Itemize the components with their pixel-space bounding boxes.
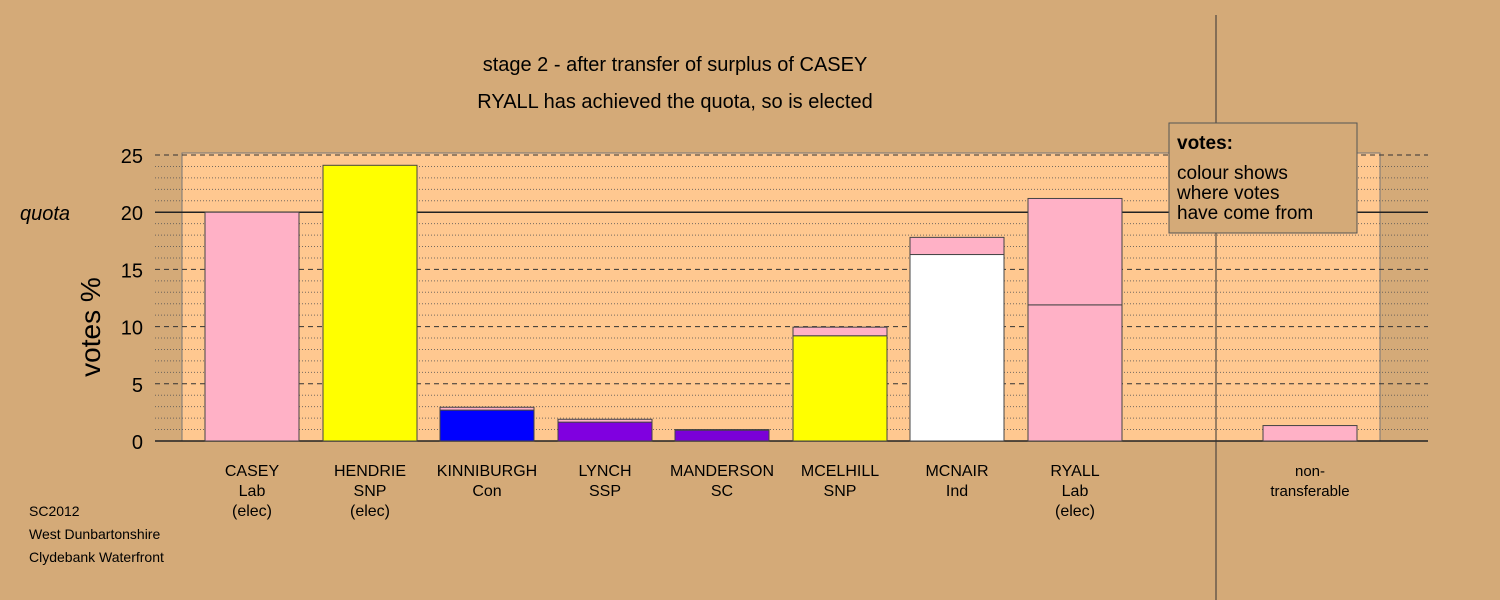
x-tick-label: (elec) [350,503,390,520]
y-tick-label: 15 [121,260,143,282]
bar-segment [674,429,770,431]
x-tick-label: non- [1295,463,1325,480]
legend-line-2: where votes [1176,183,1279,204]
x-tick-label: RYALL [1050,463,1099,480]
legend-box [1168,122,1358,234]
bar-segment [792,326,888,337]
bar-segment [909,236,1005,256]
x-tick-label: KINNIBURGH [437,463,537,480]
bar-segment [557,418,653,423]
x-tick-label: (elec) [1055,503,1095,520]
y-tick-label: 10 [121,318,143,340]
x-axis-labels: CASEY Lab (elec) HENDRIE SNP (elec) KINNIBURGH… [225,463,1350,520]
bar-segment [322,164,418,442]
legend-line-1: colour shows [1177,163,1288,184]
bar-segment [792,335,888,442]
legend: votes: colour shows where votes have com… [1168,122,1358,234]
x-tick-label: MCELHILL [801,463,879,480]
x-tick-label: LYNCH [578,463,631,480]
chart-subtitle: RYALL has achieved the quota, so is elec… [477,91,872,113]
x-tick-label: MANDERSON [670,463,774,480]
bar-segment [674,429,770,442]
bar-segment [204,211,300,442]
bar-segment [909,254,1005,442]
x-tick-label: SC [711,483,733,500]
chart-title: stage 2 - after transfer of surplus of C… [483,54,868,76]
y-axis-label: votes % [75,277,106,377]
bar-segment [1027,197,1123,306]
x-tick-label: Lab [239,483,266,500]
x-tick-label: (elec) [232,503,272,520]
x-tick-label: Con [472,483,501,500]
x-tick-label: SNP [824,483,857,500]
x-tick-label: HENDRIE [334,463,406,480]
x-tick-label: CASEY [225,463,280,480]
footer-council: West Dunbartonshire [29,526,161,542]
y-tick-label: 25 [121,146,143,168]
footer-year: SC2012 [29,503,80,519]
legend-line-3: have come from [1177,203,1313,224]
x-tick-label: Ind [946,483,968,500]
x-tick-label: Lab [1062,483,1089,500]
x-tick-label: transferable [1270,483,1349,500]
y-tick-label: 20 [121,203,143,225]
y-axis: 0 5 10 15 quota 20 25 [20,146,143,454]
x-tick-label: SNP [354,483,387,500]
x-tick-label: SSP [589,483,621,500]
bar-segment [439,406,535,411]
y-tick-quota-label: quota [20,203,70,225]
bar-segment [1027,304,1123,442]
x-tick-label: MCNAIR [925,463,988,480]
footer-ward: Clydebank Waterfront [29,549,164,565]
legend-title: votes: [1177,133,1233,154]
bar-segment [557,421,653,442]
bar-segment [439,409,535,442]
y-tick-label: 5 [132,375,143,397]
y-tick-label: 0 [132,432,143,454]
bar-segment [1262,425,1358,442]
bars [204,164,1358,442]
